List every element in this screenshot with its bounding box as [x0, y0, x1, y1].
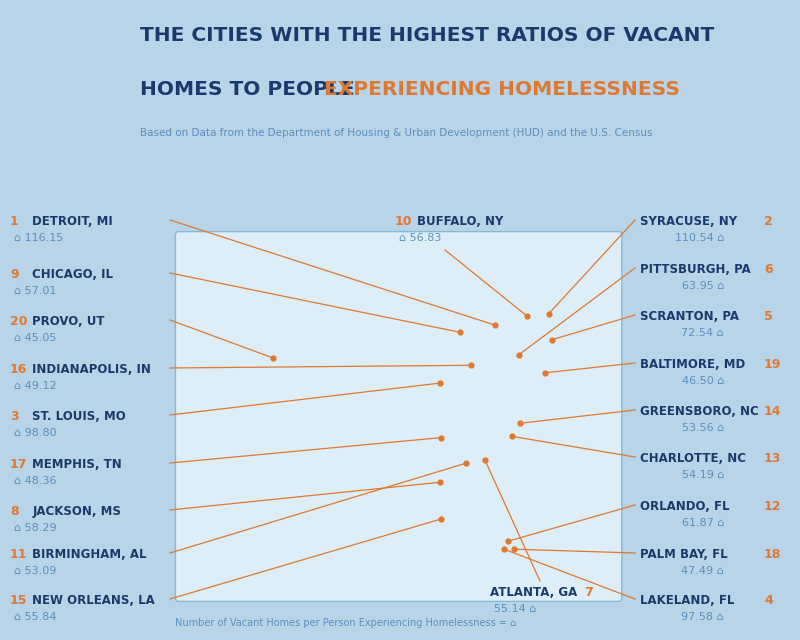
- Text: ⌂ 53.09: ⌂ 53.09: [14, 566, 56, 576]
- Text: ⌂ 55.84: ⌂ 55.84: [14, 612, 57, 622]
- Text: 53.56 ⌂: 53.56 ⌂: [682, 423, 724, 433]
- Text: ⌂ 49.12: ⌂ 49.12: [14, 381, 57, 391]
- Text: BIRMINGHAM, AL: BIRMINGHAM, AL: [32, 548, 147, 561]
- Text: ⌂ 58.29: ⌂ 58.29: [14, 523, 57, 533]
- Text: 3: 3: [10, 410, 18, 423]
- Text: 20: 20: [10, 315, 27, 328]
- Text: ⌂ 48.36: ⌂ 48.36: [14, 476, 57, 486]
- Text: PALM BAY, FL: PALM BAY, FL: [640, 548, 728, 561]
- Text: 7: 7: [584, 586, 593, 599]
- Text: BALTIMORE, MD: BALTIMORE, MD: [640, 358, 746, 371]
- Text: 6: 6: [764, 263, 773, 276]
- Text: Based on Data from the Department of Housing & Urban Development (HUD) and the U: Based on Data from the Department of Hou…: [140, 128, 653, 138]
- Text: 18: 18: [764, 548, 782, 561]
- Text: ATLANTA, GA: ATLANTA, GA: [490, 586, 578, 599]
- Text: 54.19 ⌂: 54.19 ⌂: [682, 470, 724, 480]
- Text: ⌂ 57.01: ⌂ 57.01: [14, 286, 56, 296]
- Text: 63.95 ⌂: 63.95 ⌂: [682, 281, 724, 291]
- Text: ORLANDO, FL: ORLANDO, FL: [640, 500, 730, 513]
- Text: DETROIT, MI: DETROIT, MI: [32, 215, 113, 228]
- Text: 19: 19: [764, 358, 782, 371]
- Text: 55.14 ⌂: 55.14 ⌂: [494, 604, 536, 614]
- Text: 13: 13: [764, 452, 782, 465]
- Text: 9: 9: [10, 268, 18, 281]
- Text: SYRACUSE, NY: SYRACUSE, NY: [640, 215, 737, 228]
- Text: 17: 17: [10, 458, 27, 471]
- Text: 16: 16: [10, 363, 27, 376]
- Text: INDIANAPOLIS, IN: INDIANAPOLIS, IN: [32, 363, 151, 376]
- Text: SCRANTON, PA: SCRANTON, PA: [640, 310, 739, 323]
- Text: MEMPHIS, TN: MEMPHIS, TN: [32, 458, 122, 471]
- Text: 15: 15: [10, 594, 27, 607]
- Text: 11: 11: [10, 548, 27, 561]
- Text: EXPERIENCING HOMELESSNESS: EXPERIENCING HOMELESSNESS: [324, 80, 680, 99]
- Text: 10: 10: [395, 215, 413, 228]
- Text: LAKELAND, FL: LAKELAND, FL: [640, 594, 734, 607]
- Text: Number of Vacant Homes per Person Experiencing Homelessness = ⌂: Number of Vacant Homes per Person Experi…: [175, 618, 516, 628]
- Text: ⌂ 56.83: ⌂ 56.83: [399, 233, 442, 243]
- Text: CHARLOTTE, NC: CHARLOTTE, NC: [640, 452, 746, 465]
- Text: GREENSBORO, NC: GREENSBORO, NC: [640, 405, 758, 418]
- Text: ⌂ 45.05: ⌂ 45.05: [14, 333, 56, 343]
- Text: 1: 1: [10, 215, 18, 228]
- Text: ⌂ 98.80: ⌂ 98.80: [14, 428, 57, 438]
- Text: HOMES TO PEOPLE: HOMES TO PEOPLE: [140, 80, 362, 99]
- Text: 97.58 ⌂: 97.58 ⌂: [682, 612, 724, 622]
- Text: CHICAGO, IL: CHICAGO, IL: [32, 268, 114, 281]
- Text: 72.54 ⌂: 72.54 ⌂: [682, 328, 724, 338]
- Text: 47.49 ⌂: 47.49 ⌂: [682, 566, 724, 576]
- Text: 61.87 ⌂: 61.87 ⌂: [682, 518, 724, 528]
- Text: PITTSBURGH, PA: PITTSBURGH, PA: [640, 263, 750, 276]
- Text: BUFFALO, NY: BUFFALO, NY: [418, 215, 504, 228]
- Text: ST. LOUIS, MO: ST. LOUIS, MO: [32, 410, 126, 423]
- Text: 5: 5: [764, 310, 773, 323]
- FancyBboxPatch shape: [175, 232, 622, 602]
- Text: PROVO, UT: PROVO, UT: [32, 315, 105, 328]
- Text: NEW ORLEANS, LA: NEW ORLEANS, LA: [32, 594, 155, 607]
- Text: 4: 4: [764, 594, 773, 607]
- Text: 14: 14: [764, 405, 782, 418]
- Text: 110.54 ⌂: 110.54 ⌂: [674, 233, 724, 243]
- Text: 46.50 ⌂: 46.50 ⌂: [682, 376, 724, 386]
- Text: 2: 2: [764, 215, 773, 228]
- Text: 12: 12: [764, 500, 782, 513]
- Text: THE CITIES WITH THE HIGHEST RATIOS OF VACANT: THE CITIES WITH THE HIGHEST RATIOS OF VA…: [140, 26, 714, 45]
- Text: JACKSON, MS: JACKSON, MS: [32, 505, 122, 518]
- Text: ⌂ 116.15: ⌂ 116.15: [14, 233, 63, 243]
- Text: 8: 8: [10, 505, 18, 518]
